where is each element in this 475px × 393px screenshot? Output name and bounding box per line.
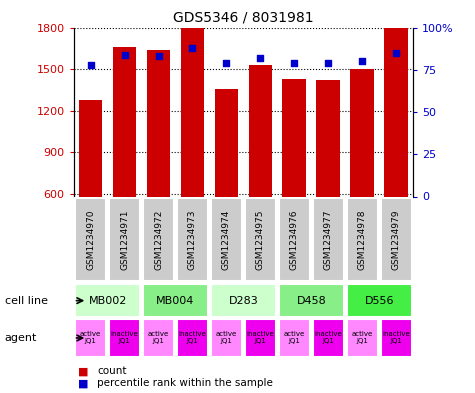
FancyBboxPatch shape	[211, 198, 242, 281]
Bar	[180, 44, 204, 196]
FancyBboxPatch shape	[75, 285, 140, 317]
FancyBboxPatch shape	[245, 198, 276, 281]
Point	[121, 51, 128, 58]
Bar	[248, 65, 272, 196]
FancyBboxPatch shape	[177, 319, 208, 357]
Text: D556: D556	[364, 296, 394, 306]
Text: GSM1234974: GSM1234974	[222, 209, 231, 270]
Point	[155, 53, 162, 59]
FancyBboxPatch shape	[109, 198, 140, 281]
Title: GDS5346 / 8031981: GDS5346 / 8031981	[173, 11, 314, 25]
Point	[189, 45, 196, 51]
Point	[324, 60, 332, 66]
Bar	[215, 169, 238, 196]
Text: GSM1234975: GSM1234975	[256, 209, 265, 270]
FancyBboxPatch shape	[245, 319, 276, 357]
Text: GSM1234971: GSM1234971	[120, 209, 129, 270]
FancyBboxPatch shape	[211, 319, 242, 357]
FancyBboxPatch shape	[143, 319, 174, 357]
FancyBboxPatch shape	[143, 285, 208, 317]
Text: cell line: cell line	[5, 296, 48, 306]
FancyBboxPatch shape	[143, 198, 174, 281]
FancyBboxPatch shape	[313, 198, 344, 281]
Bar	[316, 160, 340, 196]
Text: inactive
JQ1: inactive JQ1	[314, 331, 342, 345]
Point	[223, 60, 230, 66]
Bar	[351, 69, 374, 196]
Bar	[113, 47, 136, 196]
Text: GSM1234978: GSM1234978	[358, 209, 367, 270]
Bar	[79, 99, 103, 196]
FancyBboxPatch shape	[313, 319, 344, 357]
Text: inactive
JQ1: inactive JQ1	[179, 331, 206, 345]
Text: percentile rank within the sample: percentile rank within the sample	[97, 378, 273, 388]
Text: inactive
JQ1: inactive JQ1	[247, 331, 274, 345]
Text: GSM1234976: GSM1234976	[290, 209, 299, 270]
FancyBboxPatch shape	[347, 285, 412, 317]
FancyBboxPatch shape	[347, 319, 378, 357]
Text: active
JQ1: active JQ1	[284, 331, 305, 345]
Text: D458: D458	[296, 296, 326, 306]
Bar	[79, 180, 103, 196]
Bar	[113, 127, 136, 196]
Bar	[283, 160, 306, 196]
Text: active
JQ1: active JQ1	[80, 331, 101, 345]
Text: active
JQ1: active JQ1	[148, 331, 169, 345]
Point	[256, 55, 264, 61]
FancyBboxPatch shape	[380, 198, 412, 281]
Text: count: count	[97, 366, 127, 376]
Text: ■: ■	[78, 378, 89, 388]
Point	[87, 62, 95, 68]
Bar	[147, 130, 171, 196]
Text: inactive
JQ1: inactive JQ1	[111, 331, 138, 345]
Bar	[316, 80, 340, 196]
Text: GSM1234979: GSM1234979	[392, 209, 401, 270]
FancyBboxPatch shape	[177, 198, 208, 281]
Point	[392, 50, 400, 56]
Text: MB002: MB002	[88, 296, 127, 306]
Text: active
JQ1: active JQ1	[352, 331, 373, 345]
FancyBboxPatch shape	[380, 319, 412, 357]
Point	[291, 60, 298, 66]
Text: MB004: MB004	[156, 296, 195, 306]
Bar	[351, 149, 374, 196]
Text: active
JQ1: active JQ1	[216, 331, 237, 345]
Text: GSM1234972: GSM1234972	[154, 209, 163, 270]
Bar	[283, 79, 306, 196]
FancyBboxPatch shape	[109, 319, 140, 357]
FancyBboxPatch shape	[75, 198, 106, 281]
FancyBboxPatch shape	[211, 285, 276, 317]
FancyBboxPatch shape	[279, 319, 310, 357]
Bar	[215, 89, 238, 196]
Bar	[180, 0, 204, 196]
FancyBboxPatch shape	[75, 319, 106, 357]
Text: GSM1234970: GSM1234970	[86, 209, 95, 270]
Text: inactive
JQ1: inactive JQ1	[382, 331, 410, 345]
Text: D283: D283	[228, 296, 258, 306]
Bar	[384, 99, 408, 196]
FancyBboxPatch shape	[279, 285, 344, 317]
Bar	[147, 50, 171, 196]
Text: GSM1234973: GSM1234973	[188, 209, 197, 270]
Text: ■: ■	[78, 366, 89, 376]
Bar	[384, 19, 408, 196]
FancyBboxPatch shape	[347, 198, 378, 281]
Text: GSM1234977: GSM1234977	[324, 209, 333, 270]
Point	[359, 58, 366, 64]
Text: agent: agent	[5, 333, 37, 343]
FancyBboxPatch shape	[279, 198, 310, 281]
Bar	[248, 145, 272, 196]
